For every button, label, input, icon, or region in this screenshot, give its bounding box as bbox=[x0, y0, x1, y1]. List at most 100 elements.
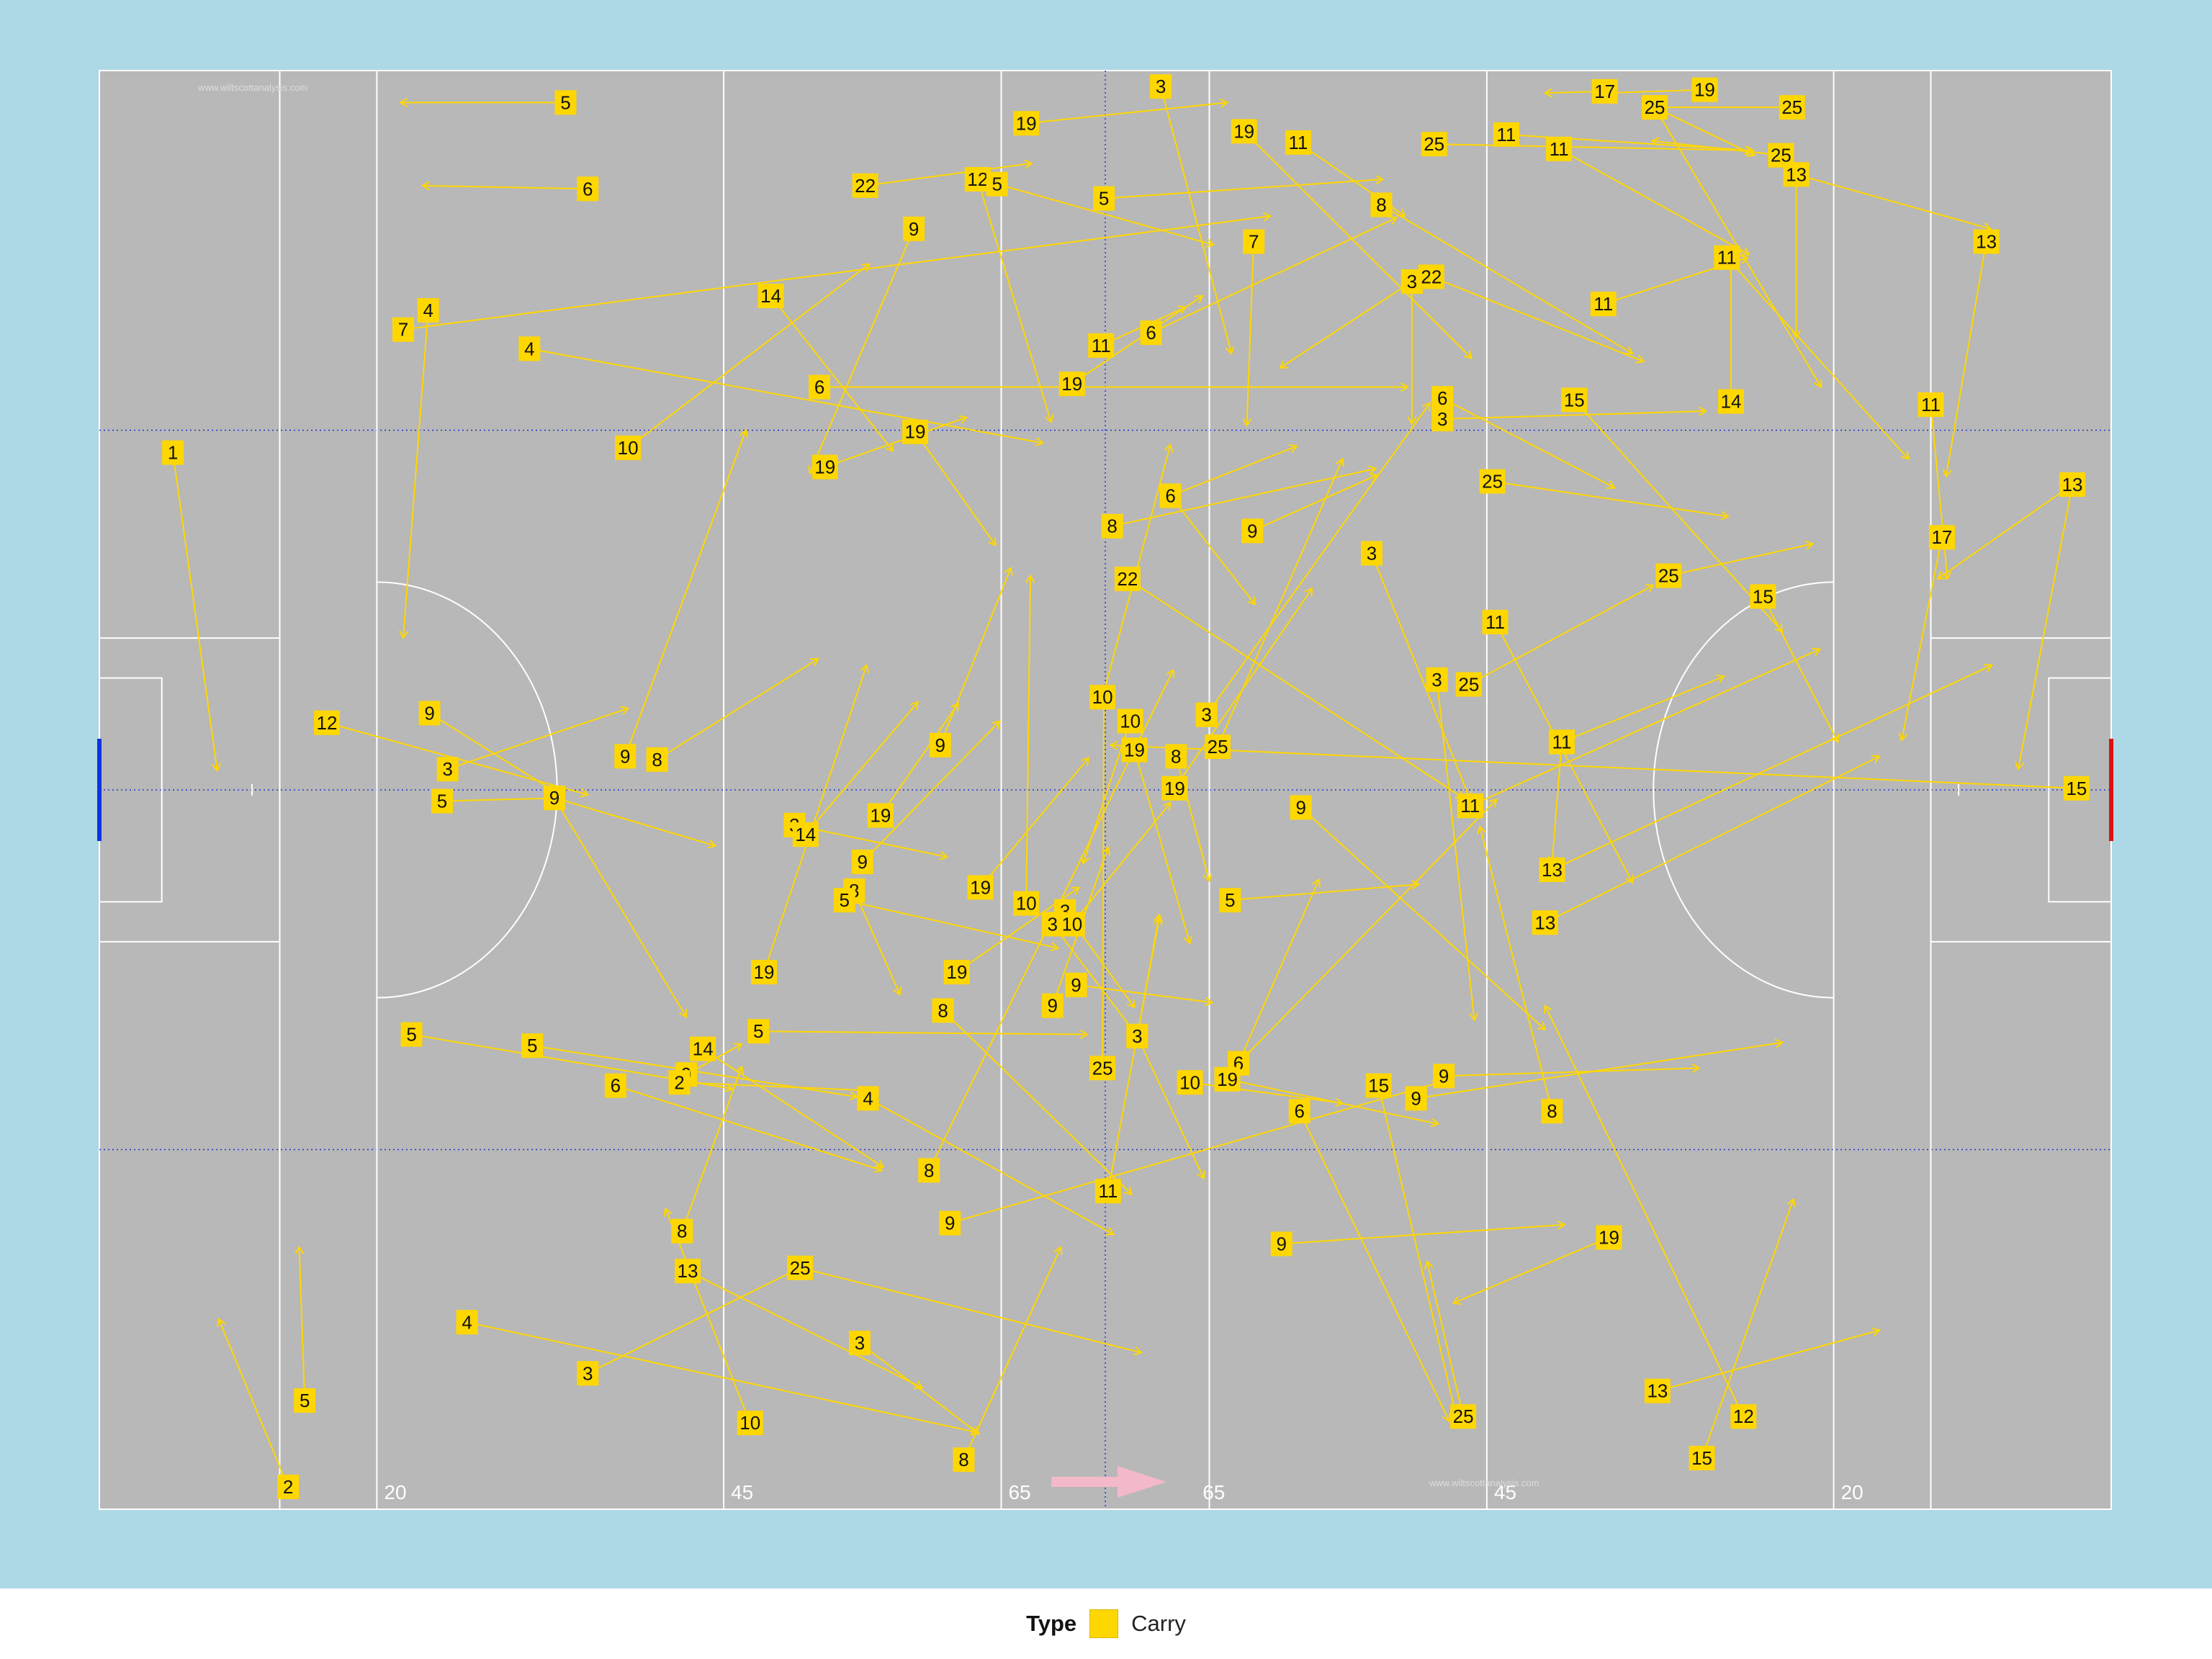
carry-line bbox=[1436, 679, 1475, 1020]
carry-marker-box bbox=[811, 454, 838, 480]
carry-marker-box bbox=[1089, 1056, 1116, 1081]
player-number-label: 3 bbox=[1156, 76, 1166, 97]
player-number-label: 5 bbox=[1225, 889, 1235, 911]
carry-start-marker: 22 bbox=[1418, 264, 1444, 289]
carry-start-marker: 13 bbox=[675, 1259, 701, 1284]
carry-line bbox=[657, 659, 819, 760]
player-number-label: 25 bbox=[1482, 471, 1503, 493]
carry-start-marker: 25 bbox=[1421, 132, 1447, 157]
carry-line bbox=[1573, 399, 1782, 631]
carry-marker-box bbox=[1243, 229, 1265, 254]
carry-start-marker: 13 bbox=[1539, 858, 1565, 882]
carry-start-marker: 15 bbox=[1365, 1073, 1392, 1098]
player-number-label: 9 bbox=[858, 851, 868, 873]
carry-line bbox=[770, 295, 894, 451]
player-number-label: 11 bbox=[1496, 124, 1516, 145]
carry-marker-box bbox=[518, 336, 541, 361]
carry-marker-box bbox=[1088, 333, 1115, 358]
carry-line bbox=[880, 703, 958, 817]
carry-marker-box bbox=[1214, 1066, 1241, 1092]
player-number-label: 3 bbox=[1407, 271, 1417, 292]
carry-marker-box bbox=[1450, 1404, 1477, 1429]
carry-marker-box bbox=[1433, 1064, 1455, 1089]
player-number-label: 25 bbox=[1645, 96, 1665, 118]
carry-marker-box bbox=[929, 732, 951, 757]
carry-line bbox=[1796, 174, 1991, 228]
carry-line bbox=[1652, 141, 1781, 156]
player-number-label: 25 bbox=[790, 1257, 811, 1279]
carry-marker-box bbox=[2063, 775, 2090, 801]
carry-marker-box bbox=[851, 849, 873, 874]
carry-start-marker: 19 bbox=[750, 960, 777, 985]
player-number-label: 19 bbox=[1124, 739, 1145, 761]
player-number-label: 4 bbox=[462, 1311, 472, 1333]
carry-line bbox=[1380, 204, 1632, 353]
carry-line bbox=[1558, 148, 1749, 255]
player-number-label: 22 bbox=[1421, 266, 1442, 287]
carry-line bbox=[1561, 676, 1724, 743]
carry-marker-box bbox=[1140, 320, 1162, 346]
carry-marker-box bbox=[1644, 1378, 1671, 1403]
carry-marker-box bbox=[1590, 292, 1617, 317]
carry-marker-box bbox=[604, 1073, 626, 1098]
player-number-label: 6 bbox=[583, 178, 593, 199]
carry-line bbox=[1545, 1006, 1745, 1417]
player-number-label: 11 bbox=[1593, 293, 1613, 315]
carry-marker-box bbox=[456, 1310, 478, 1335]
carry-start-marker: 11 bbox=[1590, 292, 1617, 317]
carry-line bbox=[1243, 130, 1472, 358]
carry-start-marker: 22 bbox=[852, 173, 878, 198]
carry-marker-box bbox=[1482, 609, 1509, 634]
carry-start-marker: 19 bbox=[1161, 775, 1188, 801]
player-number-label: 9 bbox=[549, 787, 559, 809]
carry-line bbox=[1377, 1085, 1457, 1417]
carry-start-marker: 19 bbox=[1121, 737, 1148, 763]
legend-key-carry bbox=[1089, 1609, 1119, 1638]
carry-marker-box bbox=[787, 1255, 814, 1280]
carry-start-marker: 14 bbox=[1718, 389, 1745, 414]
carry-line bbox=[1668, 544, 1812, 577]
carry-marker-box bbox=[1290, 795, 1312, 820]
player-number-label: 19 bbox=[754, 961, 775, 983]
carry-line bbox=[219, 1319, 289, 1488]
carry-start-marker: 6 bbox=[577, 176, 599, 202]
carry-line bbox=[1654, 107, 1755, 156]
player-number-label: 3 bbox=[855, 1332, 865, 1354]
carry-start-marker: 3 bbox=[1150, 74, 1172, 99]
carry-line bbox=[1468, 585, 1653, 685]
carry-line bbox=[1938, 484, 2073, 579]
player-number-label: 15 bbox=[1691, 1447, 1712, 1469]
player-number-label: 19 bbox=[1217, 1069, 1238, 1090]
carry-start-marker: 14 bbox=[757, 284, 784, 309]
carry-start-marker: 14 bbox=[690, 1036, 716, 1061]
carry-marker-box bbox=[577, 176, 599, 202]
carry-marker-box bbox=[1779, 95, 1805, 120]
carry-line bbox=[1107, 918, 1159, 1192]
player-number-label: 6 bbox=[814, 377, 824, 398]
carry-marker-box bbox=[1426, 667, 1448, 692]
carry-line bbox=[1136, 1035, 1203, 1179]
carry-marker-box bbox=[1689, 1445, 1715, 1470]
carry-start-marker: 9 bbox=[1241, 518, 1264, 544]
carry-start-marker: 15 bbox=[2063, 775, 2090, 801]
carry-line bbox=[665, 1209, 751, 1424]
carry-marker-box bbox=[867, 803, 894, 828]
carry-marker-box bbox=[932, 998, 954, 1023]
carry-line bbox=[763, 665, 867, 973]
player-number-label: 25 bbox=[1092, 1057, 1113, 1079]
carry-line bbox=[624, 431, 746, 757]
carry-start-marker: 11 bbox=[1482, 609, 1509, 634]
carry-marker-box bbox=[939, 1210, 961, 1236]
player-number-label: 9 bbox=[935, 734, 945, 756]
carry-start-marker: 5 bbox=[431, 788, 453, 814]
carry-marker-box bbox=[1013, 891, 1040, 916]
carry-start-marker: 3 bbox=[1426, 667, 1448, 692]
player-number-label: 3 bbox=[1132, 1025, 1142, 1047]
carry-line bbox=[1434, 143, 1753, 150]
player-number-label: 19 bbox=[970, 876, 991, 898]
carry-start-marker: 5 bbox=[1219, 888, 1241, 913]
carry-line bbox=[681, 1066, 742, 1232]
carry-marker-box bbox=[1089, 685, 1116, 710]
carry-marker-box bbox=[1457, 793, 1483, 819]
carry-marker-box bbox=[400, 1022, 423, 1047]
